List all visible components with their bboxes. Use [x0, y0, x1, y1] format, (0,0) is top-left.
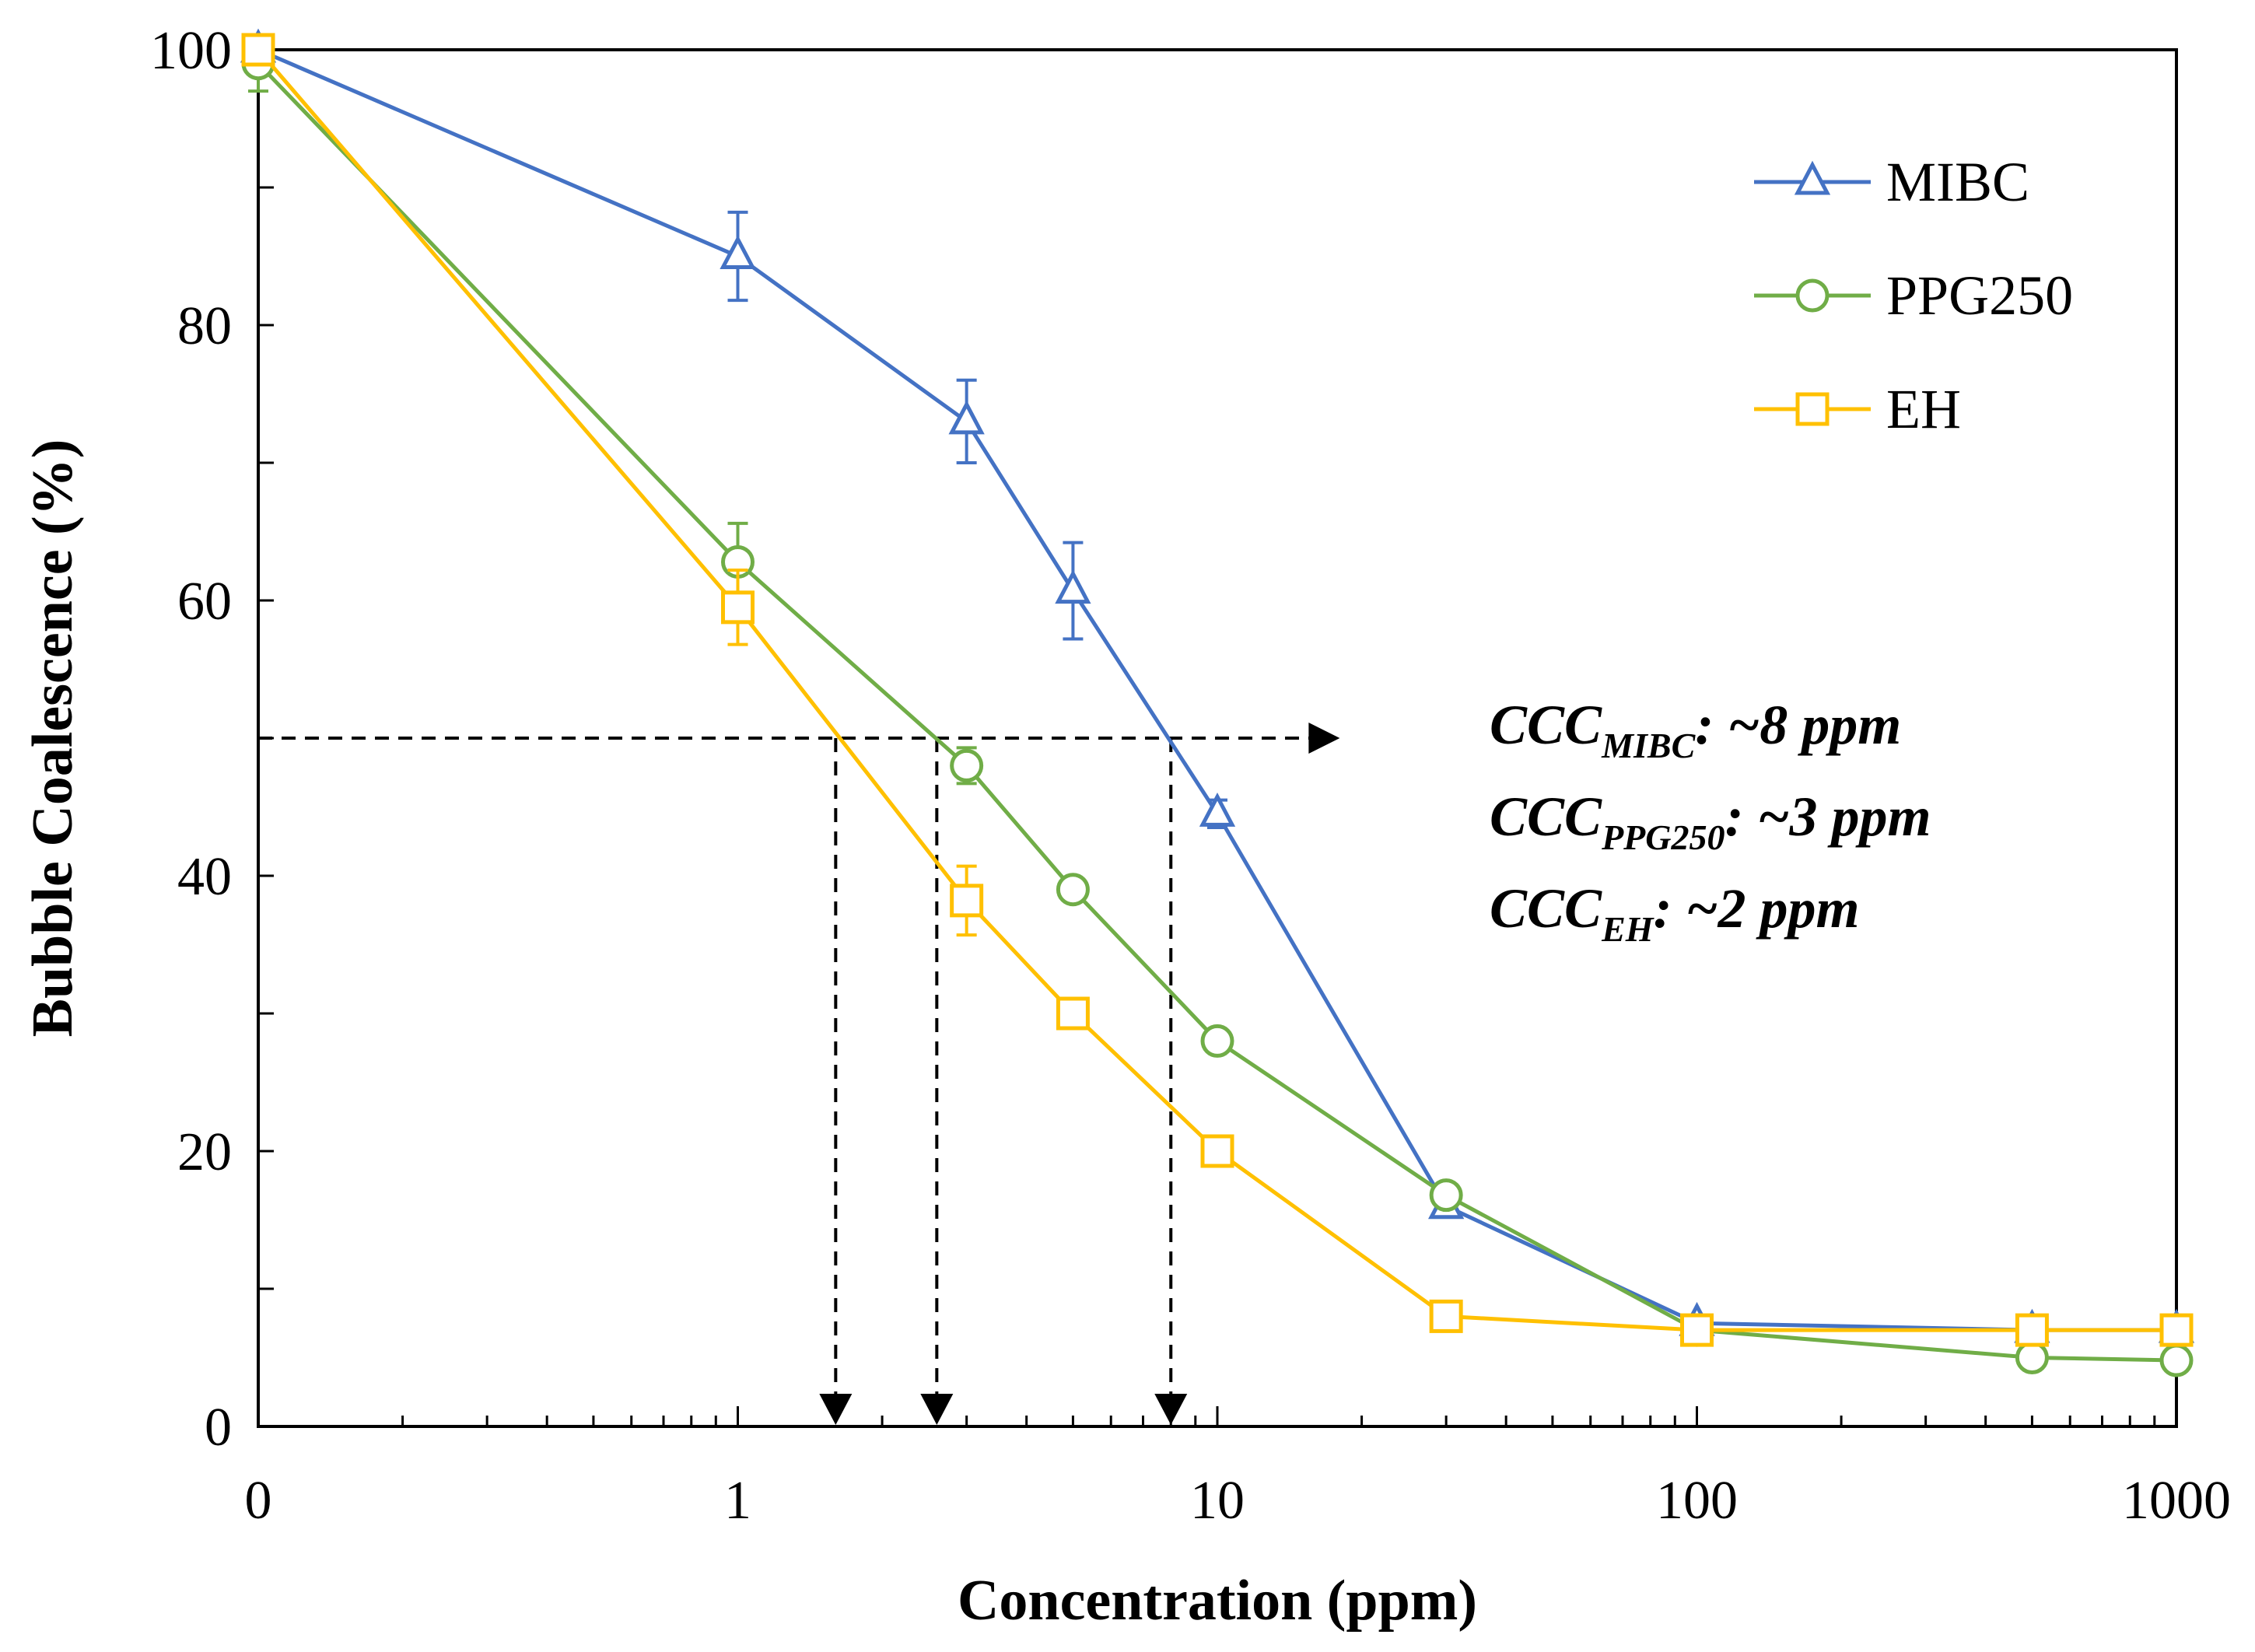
mibc-point — [720, 235, 756, 269]
ccc-annotation: CCCPPG250: ~3 ppm — [1490, 786, 1931, 857]
ccc-subscript: EH — [1601, 909, 1654, 949]
x-axis-ticks: 0 1 10 100 1000 — [245, 1406, 2231, 1531]
eh-point — [2159, 1313, 2194, 1347]
ppg250-point — [2015, 1341, 2049, 1374]
arrowhead-down — [920, 1394, 954, 1425]
ccc-prefix: CCC — [1490, 877, 1602, 940]
legend-marker-mibc — [1794, 160, 1831, 195]
y-tick-label: 60 — [177, 572, 232, 632]
arrowhead-down — [819, 1394, 853, 1425]
mibc-point — [948, 400, 985, 435]
y-tick-label: 40 — [177, 847, 232, 907]
legend-label-mibc: MIBC — [1886, 151, 2029, 213]
ppg250-point — [1056, 873, 1090, 907]
series-ppg250 — [241, 34, 2194, 1377]
y-tick-label: 80 — [177, 296, 232, 356]
x-tick-label: 1000 — [2122, 1471, 2231, 1531]
eh-point — [1429, 1299, 1463, 1333]
ccc-subscript: MIBC — [1601, 726, 1696, 765]
x-axis-title: Concentration (ppm) — [958, 1569, 1477, 1633]
legend-label-eh: EH — [1886, 378, 1961, 440]
series-eh — [241, 33, 2194, 1347]
x-tick-label: 100 — [1656, 1471, 1738, 1531]
ccc-subscript: PPG250 — [1601, 817, 1725, 857]
legend-marker-ppg250 — [1795, 278, 1830, 313]
eh-point — [1200, 1134, 1234, 1168]
x-tick-label: 10 — [1190, 1471, 1245, 1531]
mibc-point — [1199, 792, 1236, 827]
ppg250-point — [1429, 1178, 1463, 1213]
reference-lines — [258, 723, 1340, 1425]
ppg250-point — [1200, 1024, 1234, 1058]
y-tick-label: 0 — [205, 1398, 232, 1458]
x-tick-label: 0 — [245, 1471, 272, 1531]
eh-point — [1056, 996, 1090, 1031]
arrowhead-down — [1154, 1394, 1188, 1425]
eh-point — [2015, 1313, 2049, 1347]
mibc-point — [1055, 569, 1091, 604]
y-tick-label: 100 — [150, 21, 232, 81]
eh-point — [950, 884, 984, 918]
ccc-annotation: CCCEH: ~2 ppm — [1490, 877, 1860, 949]
eh-point — [721, 590, 755, 625]
series-layer — [240, 28, 2195, 1377]
ccc-prefix: CCC — [1490, 786, 1602, 848]
y-axis-title: Bubble Coalescence (%) — [21, 439, 85, 1038]
ccc-value: : ~8 ppm — [1695, 694, 1901, 756]
x-tick-label: 1 — [724, 1471, 751, 1531]
eh-point — [1680, 1313, 1714, 1347]
ppg250-point — [950, 748, 984, 782]
ccc-annotation: CCCMIBC: ~8 ppm — [1490, 694, 1901, 765]
legend-marker-eh — [1795, 392, 1830, 426]
y-axis-ticks: 0 20 40 60 80 100 — [150, 21, 274, 1458]
ccc-value: : ~2 ppm — [1654, 877, 1860, 940]
legend-label-ppg250: PPG250 — [1886, 264, 2073, 327]
y-tick-label: 20 — [177, 1122, 232, 1182]
eh-point — [241, 33, 275, 67]
ccc-value: : ~3 ppm — [1725, 786, 1931, 848]
legend: MIBC PPG250 EH — [1754, 151, 2073, 440]
ccc-prefix: CCC — [1490, 694, 1602, 756]
arrowhead-right — [1308, 723, 1340, 754]
ppg250-point — [2159, 1343, 2194, 1377]
